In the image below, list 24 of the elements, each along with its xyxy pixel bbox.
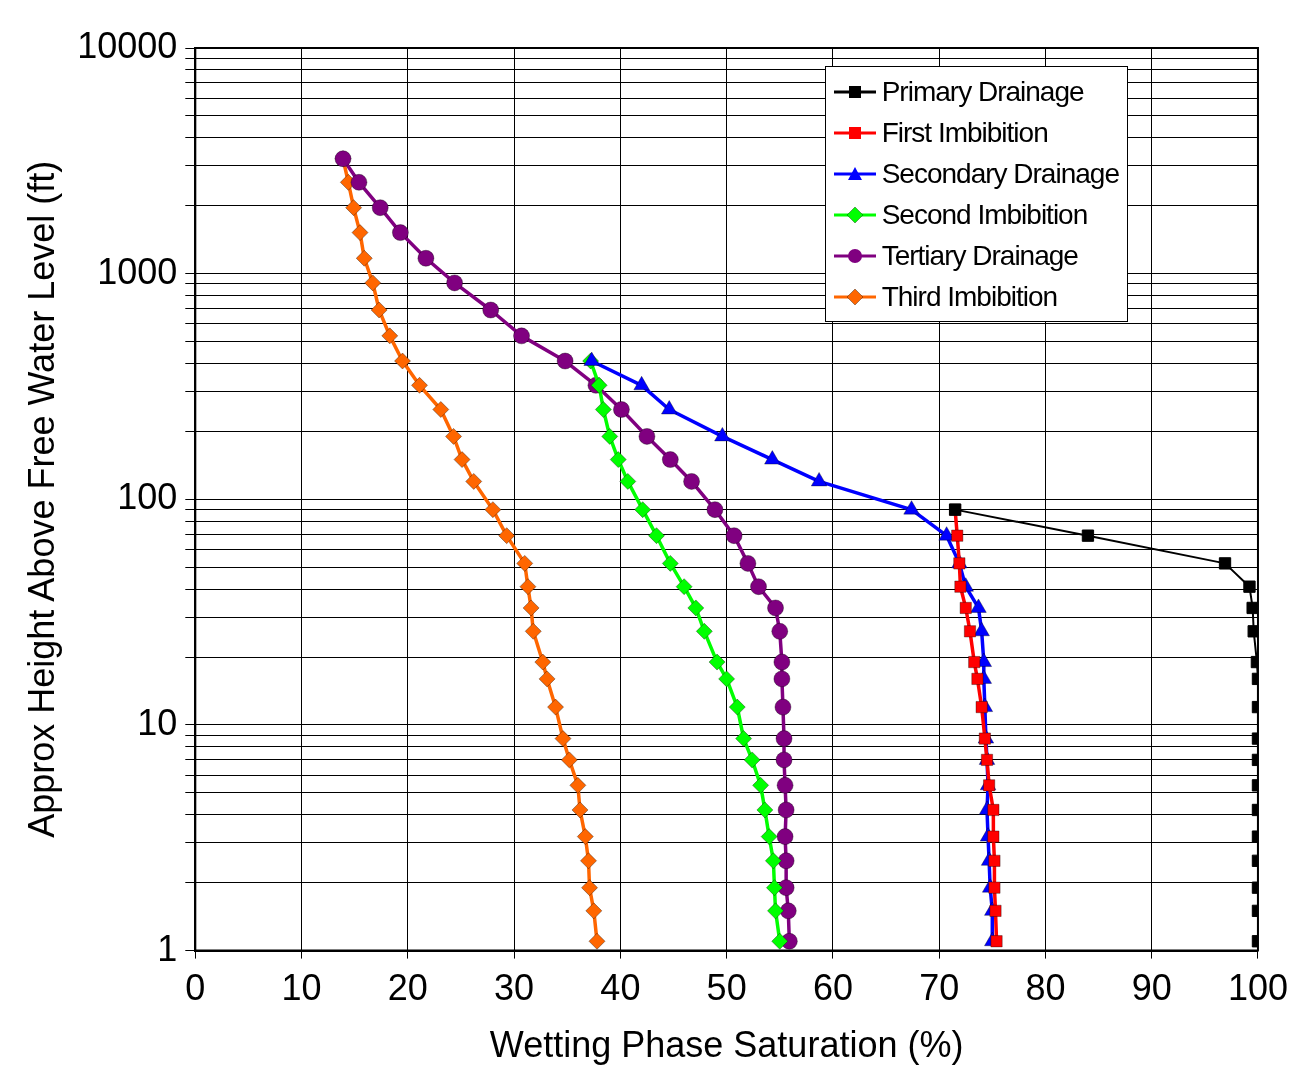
x-tick-label: 100 xyxy=(1227,967,1289,1009)
y-tick-label: 100 xyxy=(117,476,178,518)
legend-label: Tertiary Drainage xyxy=(881,239,1078,272)
legend-label: Third Imbibition xyxy=(881,280,1058,313)
y-tick-label: 10 xyxy=(137,701,178,743)
y-tick-label: 1 xyxy=(157,927,178,969)
legend-label: Secondary Drainage xyxy=(881,157,1119,190)
x-tick-label: 50 xyxy=(706,967,747,1009)
x-tick-label: 30 xyxy=(494,967,535,1009)
y-axis-title: Approx Height Above Free Water Level (ft) xyxy=(20,160,62,838)
legend-label: Primary Drainage xyxy=(881,75,1084,108)
legend-label: First Imbibition xyxy=(881,116,1048,149)
legend-label: Second Imbibition xyxy=(881,198,1088,231)
x-tick-label: 60 xyxy=(812,967,853,1009)
x-tick-label: 40 xyxy=(600,967,641,1009)
x-tick-label: 20 xyxy=(387,967,428,1009)
y-tick-label: 1000 xyxy=(97,250,178,292)
x-tick-label: 10 xyxy=(281,967,322,1009)
x-axis-title: Wetting Phase Saturation (%) xyxy=(489,1024,964,1066)
x-tick-label: 80 xyxy=(1025,967,1066,1009)
y-tick-label: 10000 xyxy=(77,24,178,66)
x-tick-label: 0 xyxy=(185,967,206,1009)
x-tick-label: 70 xyxy=(919,967,960,1009)
x-tick-label: 90 xyxy=(1131,967,1172,1009)
